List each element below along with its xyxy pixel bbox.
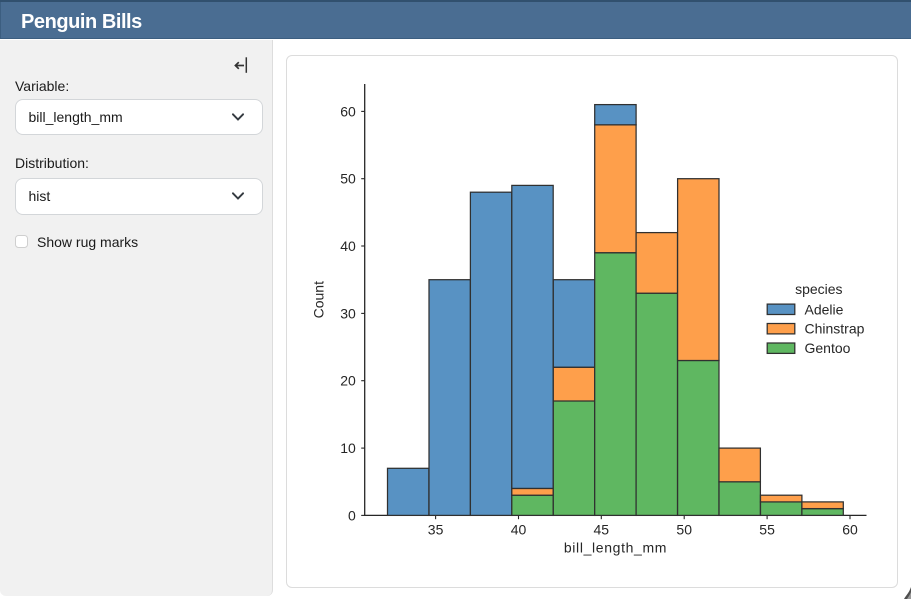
svg-text:50: 50 (676, 522, 692, 538)
svg-text:Gentoo: Gentoo (805, 340, 851, 356)
svg-text:55: 55 (759, 522, 775, 538)
svg-text:10: 10 (340, 440, 356, 456)
svg-text:20: 20 (340, 373, 356, 389)
svg-text:species: species (795, 281, 842, 297)
svg-text:0: 0 (348, 507, 356, 523)
svg-text:50: 50 (340, 171, 356, 187)
svg-text:40: 40 (511, 522, 527, 538)
svg-text:40: 40 (340, 238, 356, 254)
svg-text:60: 60 (842, 522, 858, 538)
svg-text:35: 35 (428, 522, 444, 538)
svg-text:30: 30 (340, 305, 356, 321)
svg-text:Chinstrap: Chinstrap (805, 321, 865, 337)
svg-text:45: 45 (594, 522, 610, 538)
svg-text:bill_length_mm: bill_length_mm (564, 540, 667, 556)
svg-text:Adelie: Adelie (805, 301, 844, 317)
svg-text:Count: Count (311, 281, 327, 318)
svg-text:60: 60 (340, 103, 356, 119)
